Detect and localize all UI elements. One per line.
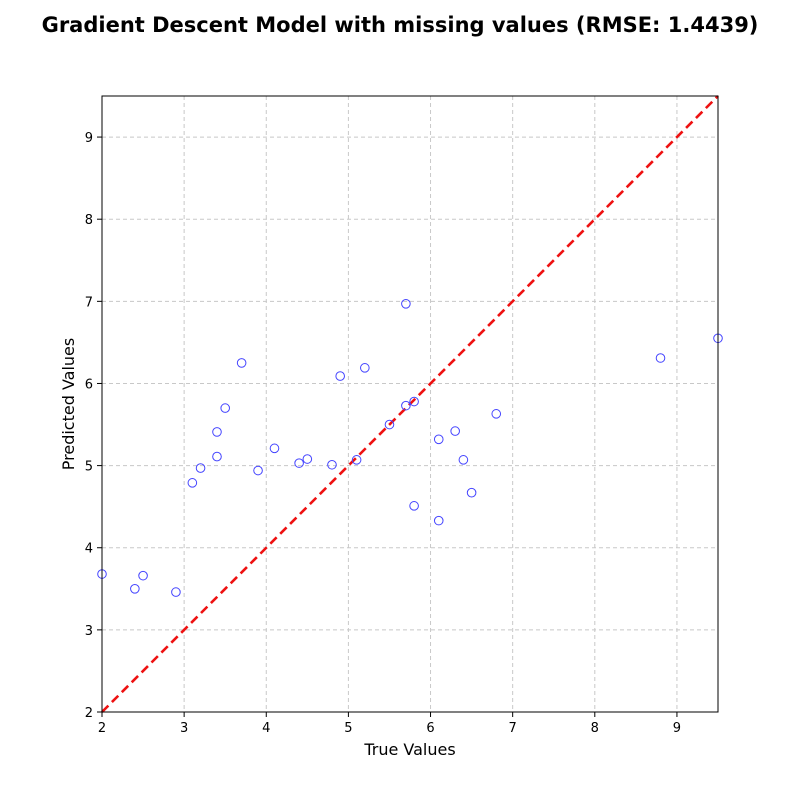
x-tick-label: 6 <box>426 721 434 736</box>
scatter-point <box>294 458 304 468</box>
x-tick-label: 8 <box>591 721 599 736</box>
scatter-point <box>384 419 395 430</box>
scatter-point <box>327 459 337 470</box>
plot-frame <box>101 95 719 713</box>
x-tick-label: 2 <box>98 721 106 736</box>
x-tick-label: 7 <box>509 721 517 736</box>
scatter-point <box>269 443 280 454</box>
scatter-point <box>655 353 666 363</box>
y-tick-label: 3 <box>85 624 93 639</box>
scatter-point <box>171 587 181 597</box>
scatter-point <box>401 400 411 411</box>
scatter-point <box>433 515 444 526</box>
scatter-point <box>433 434 444 445</box>
scatter-point <box>220 403 230 413</box>
scatter-point <box>335 371 345 381</box>
y-tick-label: 4 <box>85 542 93 557</box>
y-tick-label: 7 <box>85 295 93 310</box>
scatter-point <box>138 570 148 581</box>
scatter-point <box>360 363 370 373</box>
y-tick-label: 5 <box>85 460 93 475</box>
scatter-point <box>491 409 502 419</box>
scatter-point <box>466 487 477 498</box>
x-axis-label: True Values <box>363 740 455 759</box>
axis-ticks: 2 3 4 5 6 7 8 9 2 3 4 5 6 7 8 9 <box>85 131 681 736</box>
scatter-point <box>212 427 222 437</box>
scatter-point <box>450 426 460 436</box>
scatter-point <box>409 396 419 407</box>
scatter-points <box>97 298 723 597</box>
x-tick-label: 9 <box>673 721 681 736</box>
scatter-point <box>253 465 263 476</box>
scatter-point <box>351 455 362 465</box>
scatter-point <box>130 584 140 594</box>
y-tick-label: 9 <box>85 131 93 146</box>
scatter-point <box>401 298 411 309</box>
y-tick-label: 8 <box>85 213 93 228</box>
y-tick-label: 6 <box>85 377 93 392</box>
scatter-point <box>302 454 313 464</box>
y-axis-label: Predicted Values <box>59 338 78 470</box>
scatter-point <box>458 455 469 465</box>
x-tick-label: 5 <box>344 721 352 736</box>
scatter-point <box>212 451 222 462</box>
scatter-point <box>409 501 419 511</box>
scatter-point <box>187 478 198 488</box>
x-tick-label: 4 <box>262 721 270 736</box>
scatter-point <box>195 463 206 473</box>
scatter-point <box>236 358 247 368</box>
y-tick-label: 2 <box>85 706 93 721</box>
chart-title: Gradient Descent Model with missing valu… <box>42 13 759 37</box>
x-tick-label: 3 <box>180 721 188 736</box>
